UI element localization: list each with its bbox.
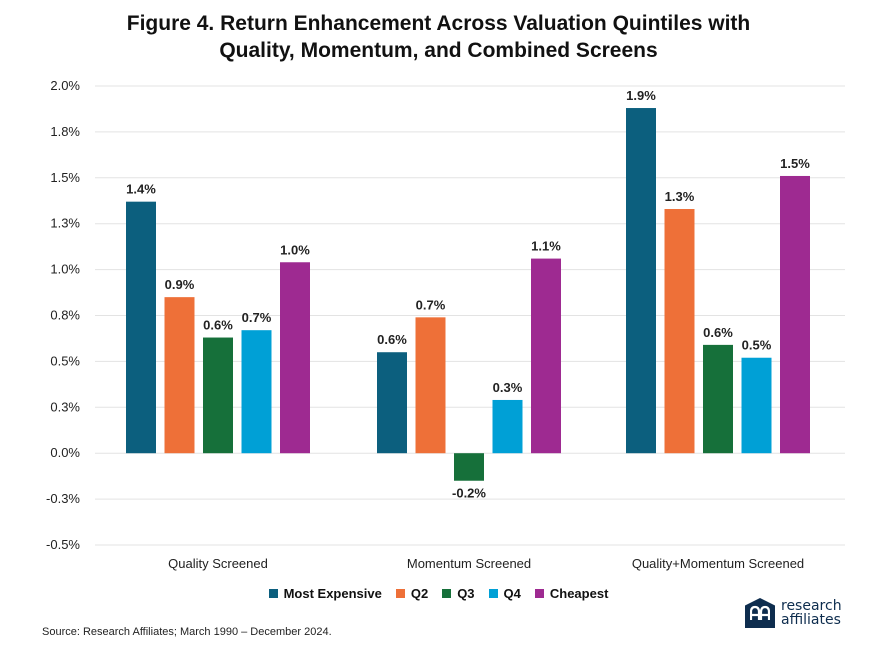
x-category-label: Quality+Momentum Screened	[632, 556, 804, 571]
data-label: 0.7%	[242, 310, 272, 325]
legend-item: Most Expensive	[268, 586, 382, 601]
data-label: 0.6%	[203, 318, 233, 333]
data-label: 0.6%	[377, 332, 407, 347]
bar	[415, 317, 446, 454]
legend-item: Cheapest	[534, 586, 609, 601]
legend-swatch	[442, 589, 452, 598]
legend-swatch	[395, 589, 405, 598]
y-tick-label: -0.3%	[46, 491, 80, 506]
logo-line1: research	[781, 598, 842, 614]
legend-item: Q2	[395, 586, 429, 601]
x-category-label: Quality Screened	[168, 556, 268, 571]
bar	[531, 258, 561, 454]
bar	[664, 209, 695, 454]
bar	[377, 352, 407, 454]
bar	[280, 262, 310, 454]
y-tick-label: 0.3%	[50, 399, 80, 414]
bar-chart: 2.0% 1.8% 1.5% 1.3% 1.0% 0.8% 0.5% 0.3% 0.0% -0.3…	[46, 78, 845, 571]
y-tick-label: 1.3%	[50, 216, 80, 231]
bar	[703, 344, 733, 454]
data-label: 1.3%	[665, 189, 695, 204]
data-label: 1.5%	[780, 156, 810, 171]
logo-wordmark: research affiliates	[781, 599, 842, 627]
y-tick-label: 2.0%	[50, 78, 80, 93]
legend-swatch	[488, 589, 498, 598]
data-label: 1.1%	[531, 239, 561, 254]
data-label: 1.9%	[626, 88, 656, 103]
data-label: -0.2%	[452, 486, 486, 501]
data-label: 1.0%	[280, 242, 310, 257]
y-tick-label: 0.0%	[50, 445, 80, 460]
bar	[741, 357, 772, 454]
chart-legend: Most Expensive Q2 Q3 Q4 Cheapest	[0, 586, 877, 601]
chart-title-line1: Figure 4. Return Enhancement Across Valu…	[126, 12, 751, 35]
legend-swatch	[268, 589, 278, 598]
y-tick-label: 1.0%	[50, 262, 80, 277]
bar	[164, 297, 195, 454]
y-tick-label: 1.5%	[50, 170, 80, 185]
bar	[126, 201, 156, 454]
bar	[203, 337, 233, 454]
source-note: Source: Research Affiliates; March 1990 …	[42, 626, 332, 638]
research-affiliates-logo: research affiliates	[745, 598, 842, 628]
bar	[626, 108, 656, 454]
data-label: 1.4%	[126, 182, 156, 197]
legend-item: Q3	[442, 586, 475, 601]
data-label: 0.5%	[742, 338, 772, 353]
data-label: 0.9%	[165, 277, 195, 292]
legend-label: Q2	[410, 586, 429, 601]
legend-swatch	[534, 589, 544, 598]
bar	[780, 175, 810, 454]
bar	[241, 330, 272, 454]
bar	[454, 453, 484, 481]
data-label: 0.6%	[703, 325, 733, 340]
legend-label: Q3	[457, 586, 475, 601]
data-label: 0.3%	[493, 380, 523, 395]
legend-label: Most Expensive	[283, 586, 382, 601]
y-tick-label: -0.5%	[46, 537, 80, 552]
x-category-label: Momentum Screened	[407, 556, 531, 571]
y-tick-label: 0.8%	[50, 308, 80, 323]
ra-logo-icon	[745, 598, 775, 628]
y-tick-label: 0.5%	[50, 353, 80, 368]
y-tick-label: 1.8%	[50, 124, 80, 139]
legend-label: Cheapest	[549, 586, 609, 601]
legend-item: Q4	[488, 586, 521, 601]
legend-label: Q4	[503, 586, 521, 601]
chart-title-line2: Quality, Momentum, and Combined Screens	[219, 39, 658, 62]
logo-line2: affiliates	[781, 612, 841, 628]
chart-title: Figure 4. Return Enhancement Across Valu…	[0, 10, 877, 64]
data-label: 0.7%	[416, 297, 446, 312]
bar	[492, 399, 523, 454]
